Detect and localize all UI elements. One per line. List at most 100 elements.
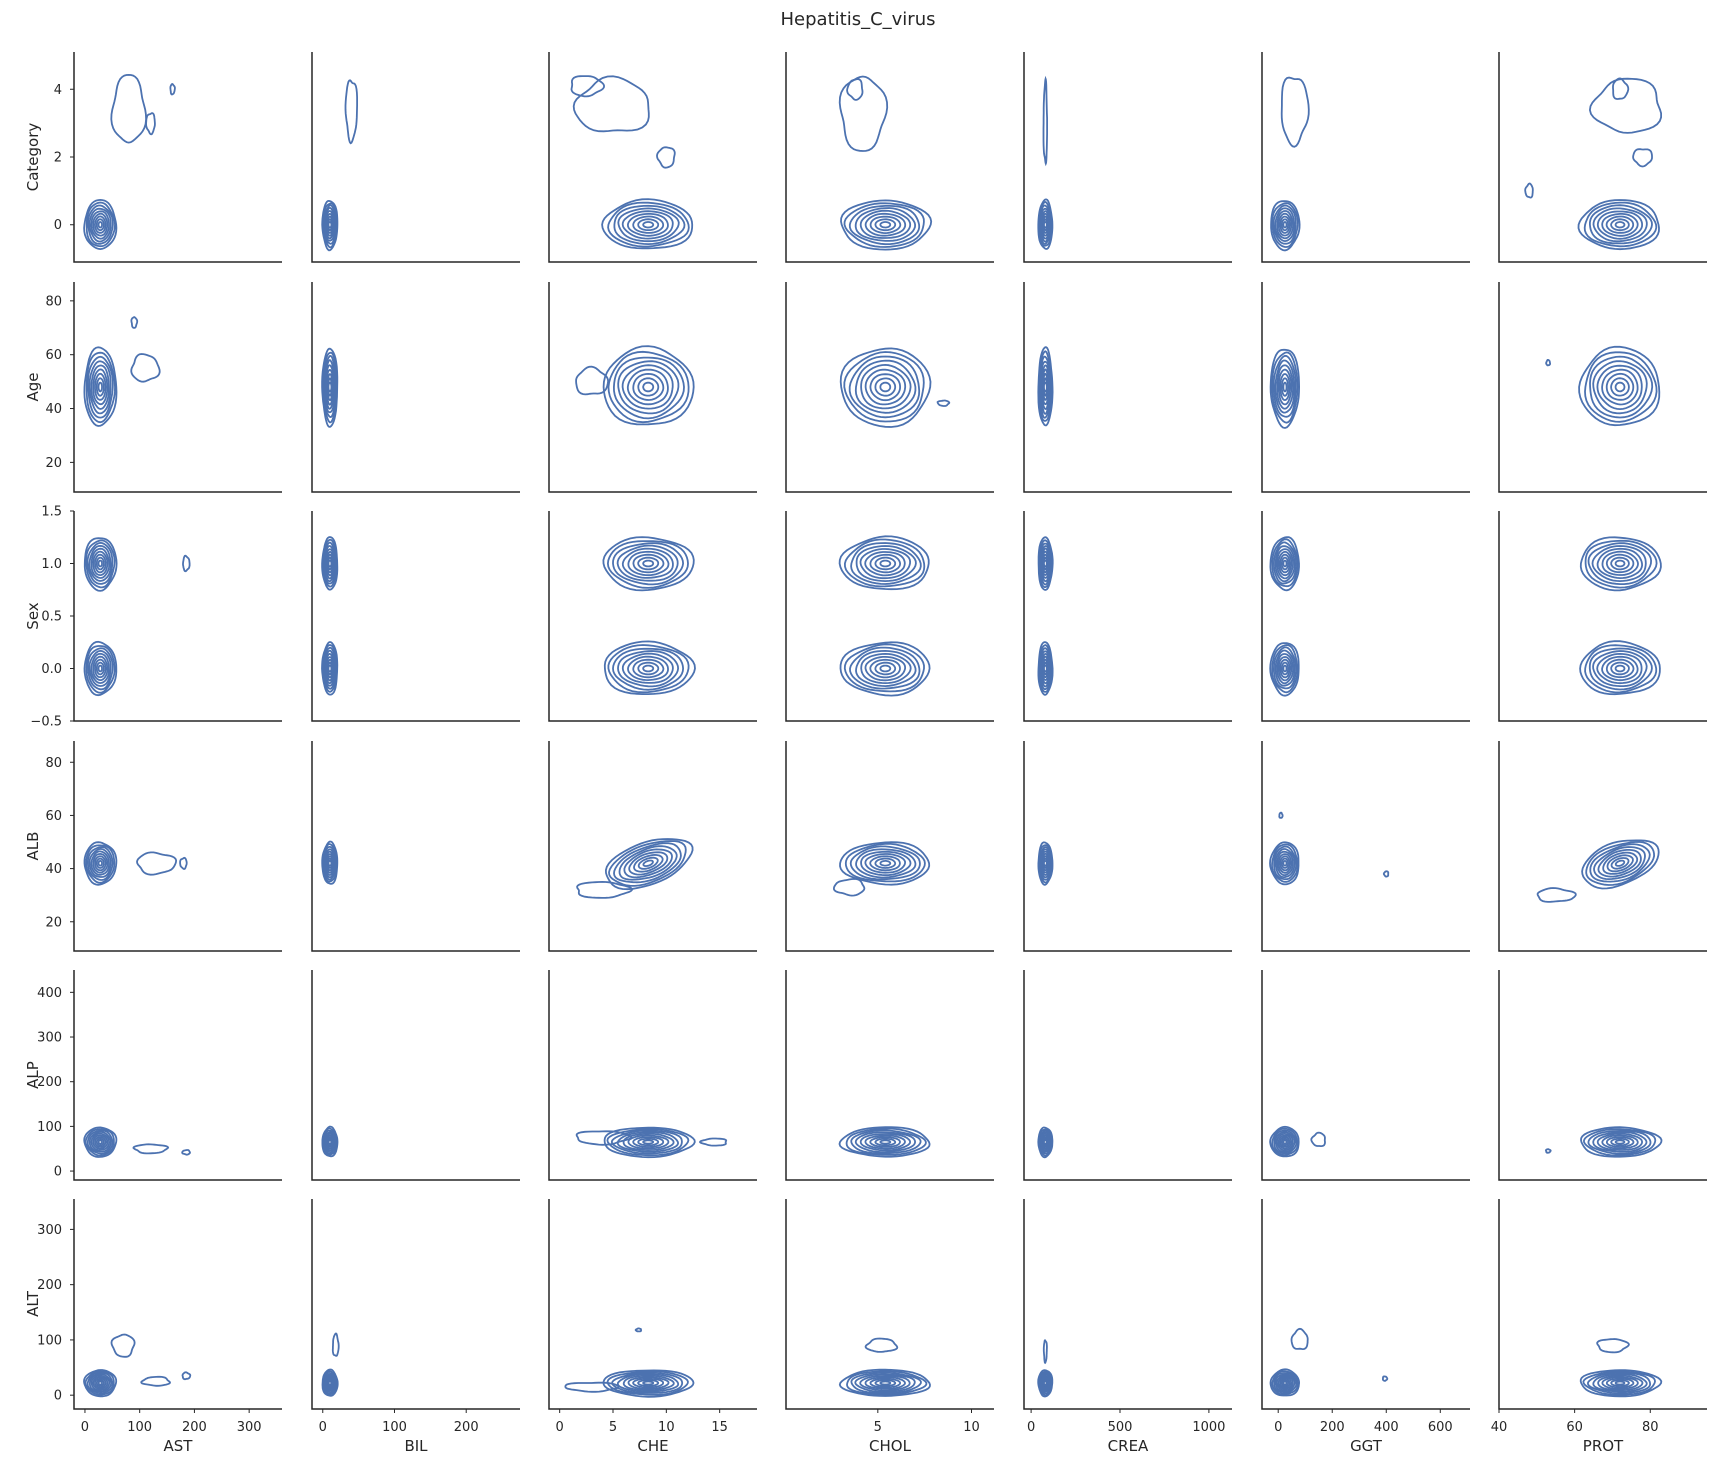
kde-contour [637, 556, 660, 571]
kde-contour [84, 1370, 115, 1396]
panel-ALB-AST: 20 40 60 80 ALB [24, 741, 282, 952]
kde-contour [84, 1128, 115, 1157]
kde-contour [1277, 656, 1293, 682]
kde-contour [1610, 661, 1630, 676]
kde-contour [87, 355, 114, 419]
kde-contour [621, 652, 674, 684]
kde-contour [1282, 1139, 1288, 1145]
panel-Sex-GGT [1261, 511, 1470, 722]
kde-contour [1279, 1136, 1291, 1148]
x-tick-label: 40 [1491, 1420, 1508, 1435]
kde-tail-contour [331, 1332, 340, 1357]
panel-ALP-GGT [1261, 970, 1470, 1181]
kde-contour [637, 661, 660, 676]
kde-contour [1279, 855, 1291, 872]
kde-tail-contour [572, 75, 650, 133]
kde-contour [1277, 368, 1293, 406]
kde-contour [843, 538, 926, 588]
kde-contour [327, 664, 333, 673]
axis-spine [1261, 970, 1470, 1181]
kde-contour [1610, 857, 1630, 870]
kde-contour [1282, 1380, 1288, 1386]
panel-Category-CHOL [785, 52, 994, 263]
kde-tail-contour [182, 554, 191, 573]
kde-tail-contour [1612, 77, 1630, 100]
axis-spine [73, 282, 282, 493]
y-tick-label: −0.5 [30, 715, 62, 730]
kde-contour [1269, 1368, 1301, 1397]
y-tick-label: 80 [45, 294, 62, 309]
kde-contour [1596, 652, 1643, 685]
axis-spine [785, 970, 994, 1181]
kde-contour [606, 540, 689, 589]
axis-spine [1261, 52, 1470, 263]
kde-contour [1269, 1125, 1300, 1158]
kde-contour [83, 537, 118, 592]
kde-contour [1277, 550, 1293, 577]
kde-contour [613, 204, 686, 246]
kde-contour [1042, 1380, 1048, 1386]
kde-contour [859, 548, 912, 580]
contour-set [1269, 1125, 1326, 1158]
kde-contour [1269, 841, 1300, 886]
kde-contour [1610, 1137, 1630, 1147]
axis-spine [311, 741, 520, 952]
contour-set [839, 347, 951, 428]
kde-contour [854, 1131, 917, 1154]
kde-tail-contour [698, 1137, 728, 1147]
kde-contour [322, 351, 338, 424]
kde-contour [869, 1377, 902, 1389]
panel-Age-CHE [548, 282, 757, 493]
kde-contour [628, 851, 669, 876]
kde-contour [1601, 368, 1639, 406]
axis-spine [311, 1199, 520, 1410]
kde-contour [869, 373, 902, 402]
kde-contour [88, 1130, 112, 1153]
axis-spine [1261, 282, 1470, 493]
kde-contour [1272, 354, 1297, 418]
kde-contour [838, 1368, 931, 1397]
kde-contour [1272, 541, 1298, 585]
x-tick-label: 200 [182, 1420, 207, 1435]
kde-contour [95, 857, 105, 869]
kde-contour [86, 647, 114, 691]
panel-ALP-CHOL [785, 970, 994, 1181]
kde-contour [622, 1374, 675, 1392]
kde-contour [1588, 647, 1653, 691]
kde-contour [855, 545, 917, 583]
axis-spine [548, 1199, 757, 1410]
kde-contour [1276, 850, 1294, 877]
kde-contour [1277, 853, 1293, 874]
contour-set [83, 841, 188, 886]
kde-contour [623, 848, 673, 879]
kde-contour [850, 542, 922, 585]
kde-contour [83, 198, 118, 251]
kde-contour [846, 1370, 928, 1396]
kde-contour [83, 640, 118, 697]
kde-contour [610, 1129, 683, 1155]
panel-ALT-CHOL: 5 10 CHOL [785, 1199, 994, 1455]
contour-set [1544, 1126, 1663, 1158]
kde-contour [869, 215, 902, 235]
kde-contour [612, 542, 685, 586]
kde-contour [1606, 1136, 1635, 1148]
kde-contour [1276, 548, 1294, 580]
kde-contour [621, 210, 674, 240]
contour-set [1037, 1126, 1054, 1159]
kde-tail-contour [140, 1375, 171, 1387]
kde-contour [1271, 843, 1299, 883]
x-tick-label: 0 [319, 1420, 327, 1435]
contour-set [83, 1333, 192, 1398]
x-tick-label: 5 [874, 1420, 882, 1435]
kde-contour [848, 355, 921, 419]
axis-spine [785, 52, 994, 263]
kde-contour [850, 1129, 922, 1155]
kde-contour [1592, 360, 1648, 415]
y-tick-label: 2 [54, 151, 62, 166]
kde-contour [1042, 1139, 1048, 1145]
kde-contour [603, 1126, 696, 1159]
panel-ALB-CHOL [785, 741, 994, 952]
kde-contour [838, 1126, 931, 1158]
kde-contour [632, 372, 665, 401]
panel-Category-CREA [1023, 52, 1232, 263]
